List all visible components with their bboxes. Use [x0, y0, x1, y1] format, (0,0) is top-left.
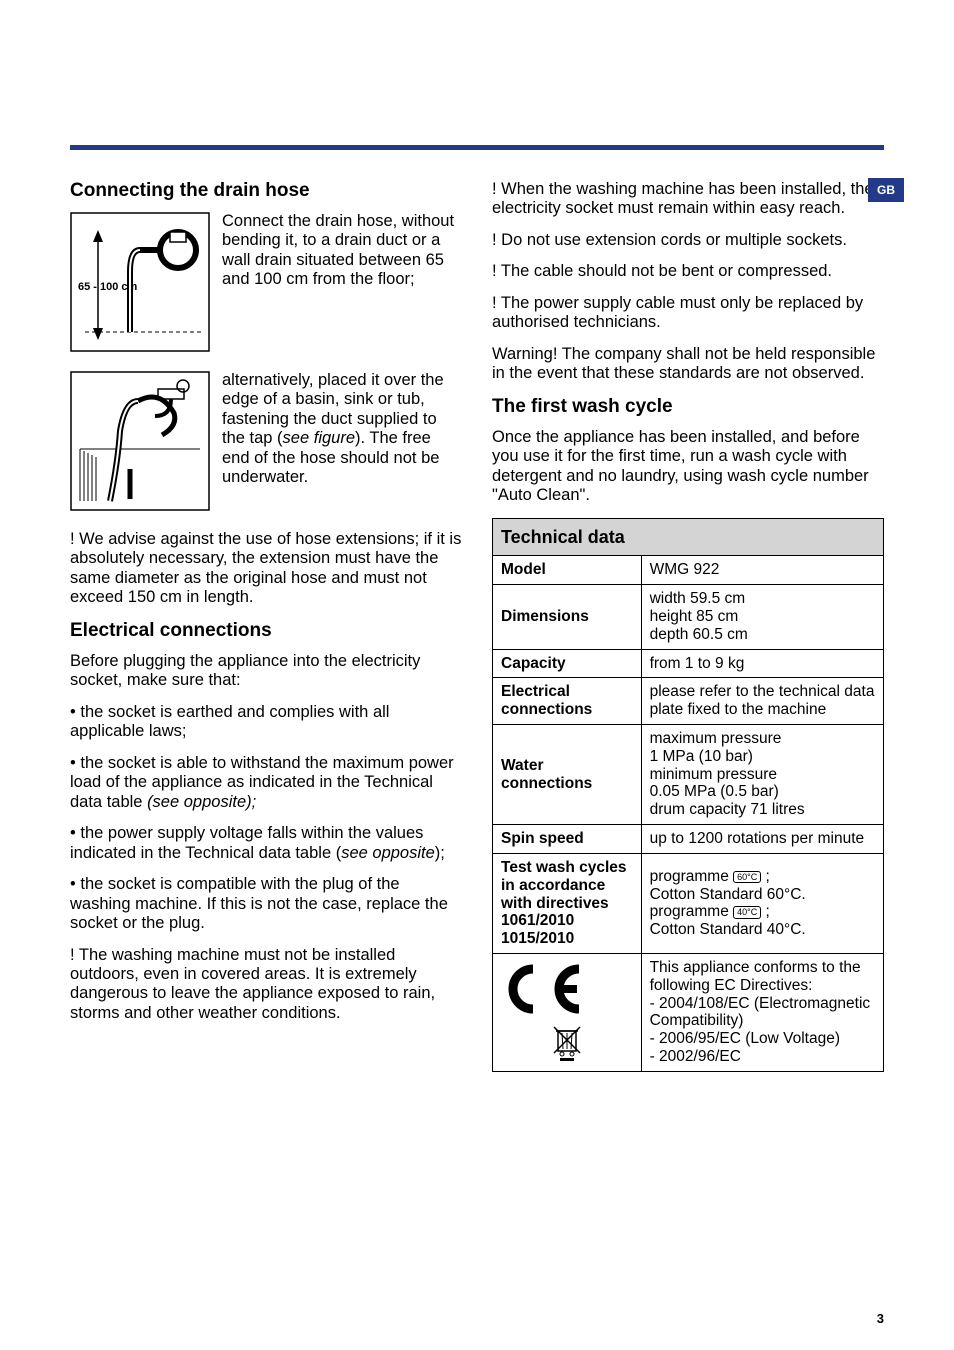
- figure-drain-height: 65 - 100 cm: [70, 212, 210, 357]
- ce-mark-icon: [501, 964, 591, 1014]
- bullet-1: • the socket is earthed and complies wit…: [70, 703, 462, 742]
- bullet-3-text-b: );: [435, 844, 445, 862]
- bullet-2-italic: (see opposite);: [147, 793, 256, 811]
- prog-60-icon: 60°C: [733, 871, 761, 883]
- row-label: Dimensions: [493, 585, 642, 649]
- warn-reach-text: When the washing machine has been instal…: [492, 180, 874, 217]
- row-value-test: programme 60°C ; Cotton Standard 60°C. p…: [641, 853, 883, 953]
- tv-a: programme: [650, 868, 734, 885]
- table-row: Dimensionswidth 59.5 cm height 85 cm dep…: [493, 585, 884, 649]
- row-value: WMG 922: [641, 556, 883, 585]
- row-label: Electrical connections: [493, 678, 642, 725]
- row-value: maximum pressure 1 MPa (10 bar) minimum …: [641, 725, 883, 825]
- warn-cable-replace: ! The power supply cable must only be re…: [492, 294, 884, 333]
- bullet-3-italic: see opposite: [341, 844, 435, 862]
- bullet-2: • the socket is able to withstand the ma…: [70, 754, 462, 812]
- warn-reach: ! When the washing machine has been inst…: [492, 180, 884, 219]
- first-wash-text: Once the appliance has been installed, a…: [492, 428, 884, 506]
- figure-row-1: 65 - 100 cm Connect the drain hose, with…: [70, 212, 462, 357]
- row-label: Water connections: [493, 725, 642, 825]
- bullet-4-text: the socket is compatible with the plug o…: [70, 875, 448, 932]
- warn-cable-replace-text: The power supply cable must only be repl…: [492, 294, 863, 331]
- row-label: Spin speed: [493, 825, 642, 854]
- warn-cable-bent-text: The cable should not be bent or compress…: [497, 262, 832, 280]
- figure-2-caption: alternatively, placed it over the edge o…: [222, 371, 462, 516]
- table-row: Capacityfrom 1 to 9 kg: [493, 649, 884, 678]
- bullet-4: • the socket is compatible with the plug…: [70, 875, 462, 933]
- table-row: Test wash cycles in accordance with dire…: [493, 853, 884, 953]
- table-row: ModelWMG 922: [493, 556, 884, 585]
- language-tab: GB: [868, 178, 904, 202]
- page-number: 3: [877, 1311, 884, 1326]
- warn-hose-ext: ! We advise against the use of hose exte…: [70, 530, 462, 608]
- technical-data-table: Technical data ModelWMG 922 Dimensionswi…: [492, 518, 884, 1072]
- row-value: please refer to the technical data plate…: [641, 678, 883, 725]
- bullet-2-text: the socket is able to withstand the maxi…: [70, 754, 454, 811]
- warn-hose-ext-text: We advise against the use of hose extens…: [70, 530, 461, 606]
- table-row: Water connectionsmaximum pressure 1 MPa …: [493, 725, 884, 825]
- row-value: up to 1200 rotations per minute: [641, 825, 883, 854]
- warn-cable-bent: ! The cable should not be bent or compre…: [492, 262, 884, 281]
- bullet-1-text: the socket is earthed and complies with …: [70, 703, 389, 740]
- heading-first-wash: The first wash cycle: [492, 396, 884, 418]
- fig2-italic: see figure: [283, 429, 355, 447]
- right-column: ! When the washing machine has been inst…: [492, 180, 884, 1072]
- warn-outdoor-text: The washing machine must not be installe…: [70, 946, 435, 1022]
- warn-company: Warning! The company shall not be held r…: [492, 345, 884, 384]
- row-label-test: Test wash cycles in accordance with dire…: [493, 853, 642, 953]
- figure-basin-hook: [70, 371, 210, 516]
- ce-text: This appliance conforms to the following…: [641, 953, 883, 1071]
- table-row: Spin speedup to 1200 rotations per minut…: [493, 825, 884, 854]
- row-value: from 1 to 9 kg: [641, 649, 883, 678]
- heading-electrical: Electrical connections: [70, 620, 462, 642]
- top-divider: [70, 145, 884, 150]
- table-row: Electrical connectionsplease refer to th…: [493, 678, 884, 725]
- row-label: Model: [493, 556, 642, 585]
- bullet-3: • the power supply voltage falls within …: [70, 824, 462, 863]
- figure-1-caption: Connect the drain hose, without bending …: [222, 212, 462, 357]
- weee-bin-icon: [552, 1025, 582, 1061]
- row-label: Capacity: [493, 649, 642, 678]
- ce-mark-cell: [493, 953, 642, 1071]
- warn-ext-cords-text: Do not use extension cords or multiple s…: [497, 231, 847, 249]
- content-columns: Connecting the drain hose 65 - 100 cm: [70, 180, 884, 1072]
- heading-drain-hose: Connecting the drain hose: [70, 180, 462, 202]
- table-header: Technical data: [493, 518, 884, 556]
- warn-outdoor: ! The washing machine must not be instal…: [70, 946, 462, 1024]
- figure-row-2: alternatively, placed it over the edge o…: [70, 371, 462, 516]
- row-value: width 59.5 cm height 85 cm depth 60.5 cm: [641, 585, 883, 649]
- prog-40-icon: 40°C: [733, 906, 761, 918]
- elec-intro: Before plugging the appliance into the e…: [70, 652, 462, 691]
- left-column: Connecting the drain hose 65 - 100 cm: [70, 180, 462, 1072]
- warn-ext-cords: ! Do not use extension cords or multiple…: [492, 231, 884, 250]
- table-row: This appliance conforms to the following…: [493, 953, 884, 1071]
